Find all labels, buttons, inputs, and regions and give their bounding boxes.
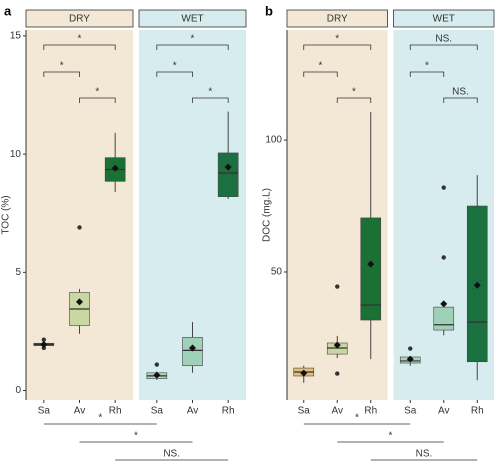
mean	[367, 260, 375, 268]
facet-title: DRY	[69, 14, 90, 25]
panel-label: a	[4, 3, 12, 18]
bracket	[43, 71, 80, 77]
facet-title: WET	[433, 14, 455, 25]
y-tick-label: 10	[10, 149, 22, 160]
x-tick-label: Sa	[404, 406, 417, 417]
x-tick-label: Sa	[298, 406, 311, 417]
significance-label: *	[78, 34, 82, 45]
mean	[406, 355, 414, 363]
mean	[224, 163, 232, 171]
bracket	[303, 44, 372, 50]
x-tick-label: Av	[187, 406, 199, 417]
outlier	[77, 225, 82, 230]
panel-label: b	[265, 3, 273, 18]
bracket	[303, 71, 338, 77]
box	[433, 306, 455, 331]
significance-label: *	[389, 431, 393, 442]
x-tick-label: Sa	[151, 406, 164, 417]
bracket	[443, 97, 478, 103]
significance-label: NS.	[435, 34, 452, 45]
facet-title: DRY	[327, 14, 348, 25]
facet-strip	[138, 9, 247, 28]
bracket	[409, 71, 445, 77]
y-tick-label: 0	[15, 385, 21, 396]
x-tick-label: Rh	[471, 406, 484, 417]
outlier	[41, 345, 47, 351]
significance-label: *	[352, 87, 356, 98]
x-tick-label: Sa	[38, 406, 51, 417]
mean	[76, 298, 83, 306]
significance-label: *	[98, 413, 102, 424]
significance-label: NS.	[163, 449, 180, 460]
significance-label: *	[355, 413, 359, 424]
mean	[473, 281, 481, 289]
significance-label: *	[95, 87, 99, 98]
significance-label: NS.	[416, 449, 433, 460]
bracket	[79, 97, 116, 103]
outlier	[335, 371, 340, 376]
significance-label: *	[319, 61, 323, 72]
facet-title: WET	[181, 14, 203, 25]
bracket	[192, 97, 229, 103]
y-tick-label: 15	[10, 31, 22, 42]
outlier	[441, 185, 446, 190]
facet-strip	[286, 9, 388, 28]
box	[182, 337, 203, 367]
box	[217, 152, 239, 197]
outlier	[335, 284, 340, 289]
mean	[40, 340, 48, 348]
mean	[333, 341, 341, 349]
significance-label: NS.	[452, 87, 469, 98]
y-tick-label: 100	[265, 135, 282, 146]
significance-label: *	[425, 61, 429, 72]
bracket	[336, 97, 372, 103]
significance-label: *	[173, 61, 177, 72]
outlier	[408, 346, 413, 351]
mean	[153, 371, 161, 379]
outlier	[41, 337, 47, 342]
bracket	[409, 44, 478, 50]
significance-label: *	[60, 61, 64, 72]
y-axis-label: DOC (mg.L)	[262, 188, 273, 242]
significance-label: *	[335, 34, 339, 45]
y-tick-label: 5	[15, 267, 21, 278]
significance-label: *	[191, 34, 195, 45]
mean	[300, 369, 308, 377]
x-tick-label: Av	[332, 406, 344, 417]
y-axis-label: TOC (%)	[1, 195, 12, 234]
x-tick-label: Av	[74, 406, 86, 417]
x-tick-label: Rh	[222, 406, 235, 417]
bracket	[156, 71, 193, 77]
bracket	[156, 44, 229, 50]
mean	[111, 164, 119, 172]
bracket	[43, 44, 116, 50]
facet-strip	[25, 9, 134, 28]
y-tick-label: 50	[271, 267, 283, 278]
mean	[189, 344, 196, 352]
facet-strip	[393, 9, 495, 28]
x-tick-label: Rh	[109, 406, 122, 417]
outlier	[441, 255, 446, 260]
significance-label: *	[134, 431, 138, 442]
box	[360, 217, 382, 321]
x-tick-label: Rh	[364, 406, 377, 417]
mean	[440, 300, 448, 308]
x-tick-label: Av	[438, 406, 450, 417]
outlier	[154, 362, 160, 367]
significance-label: *	[208, 87, 212, 98]
